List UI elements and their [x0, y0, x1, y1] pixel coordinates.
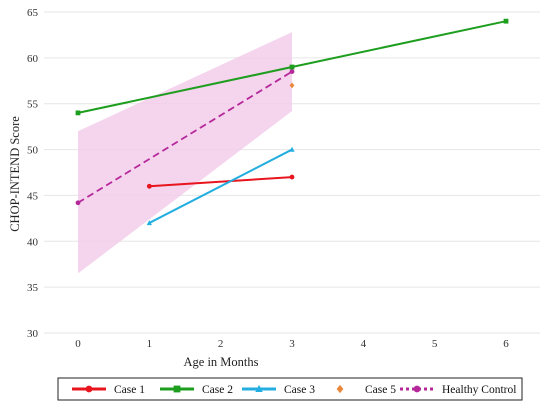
y-tick-label: 35 — [27, 282, 39, 294]
legend-item-case-2: Case 2 — [160, 384, 233, 396]
series-case-3 — [146, 146, 295, 226]
y-tick-label: 40 — [27, 236, 39, 248]
legend-item-healthy-control: Healthy Control — [400, 384, 516, 396]
x-tick-label: 0 — [75, 338, 81, 350]
y-tick-label: 45 — [27, 190, 39, 202]
confidence-band — [78, 32, 292, 274]
x-tick-labels: 0 1 2 3 4 5 6 — [75, 338, 509, 350]
legend-label-case-5: Case 5 — [365, 384, 396, 396]
y-tick-label: 55 — [27, 99, 39, 111]
confidence-band-area — [78, 32, 292, 274]
y-tick-label: 60 — [27, 53, 39, 65]
data-point-healthy-control — [289, 69, 295, 75]
data-point-healthy-control — [75, 200, 81, 206]
y-tick-label: 65 — [27, 7, 39, 19]
legend-box — [57, 377, 523, 401]
legend-marker-case-3 — [255, 384, 263, 393]
data-point-case-2 — [75, 110, 81, 116]
data-point-case-3 — [289, 146, 295, 152]
x-tick-label: 1 — [147, 338, 153, 350]
legend-marker-case-5 — [336, 384, 344, 394]
series-line-case-1 — [149, 176, 293, 188]
legend-marker-healthy-control — [413, 385, 421, 393]
series-line-case-3 — [148, 148, 293, 224]
data-point-case-3 — [146, 220, 152, 226]
x-tick-label: 6 — [503, 338, 509, 350]
data-point-case-1 — [146, 183, 152, 189]
x-tick-label: 5 — [432, 338, 438, 350]
legend-label-case-1: Case 1 — [114, 384, 145, 396]
x-tick-label: 2 — [218, 338, 224, 350]
x-tick-label: 4 — [361, 338, 367, 350]
legend: Case 1 Case 2 Case 3 Case 5 Healthy Control — [57, 377, 523, 401]
y-axis-label: CHOP-INTEND Score — [8, 116, 22, 232]
legend-label-healthy-control: Healthy Control — [442, 384, 516, 396]
legend-label-case-2: Case 2 — [202, 384, 233, 396]
x-tick-label: 3 — [289, 338, 295, 350]
series-healthy-control — [75, 69, 295, 206]
x-axis-label: Age in Months — [184, 355, 259, 369]
data-point-case-2 — [503, 18, 509, 24]
data-point-case-5 — [289, 82, 295, 89]
data-point-case-1 — [289, 174, 295, 180]
legend-item-case-3: Case 3 — [242, 384, 315, 396]
y-tick-label: 50 — [27, 145, 39, 157]
series-group — [75, 18, 509, 226]
series-case-2 — [75, 18, 509, 116]
series-case-5 — [289, 82, 295, 89]
y-tick-label: 30 — [27, 328, 39, 340]
legend-item-case-5: Case 5 — [336, 384, 396, 396]
legend-label-case-3: Case 3 — [284, 384, 315, 396]
data-point-case-2 — [289, 64, 295, 70]
series-line-healthy-control — [77, 70, 293, 204]
series-case-1 — [146, 174, 295, 189]
legend-item-case-1: Case 1 — [72, 384, 145, 396]
y-tick-labels: 30 35 40 45 50 55 60 65 — [27, 7, 39, 340]
legend-marker-case-2 — [173, 385, 181, 393]
legend-marker-case-1 — [85, 385, 93, 393]
